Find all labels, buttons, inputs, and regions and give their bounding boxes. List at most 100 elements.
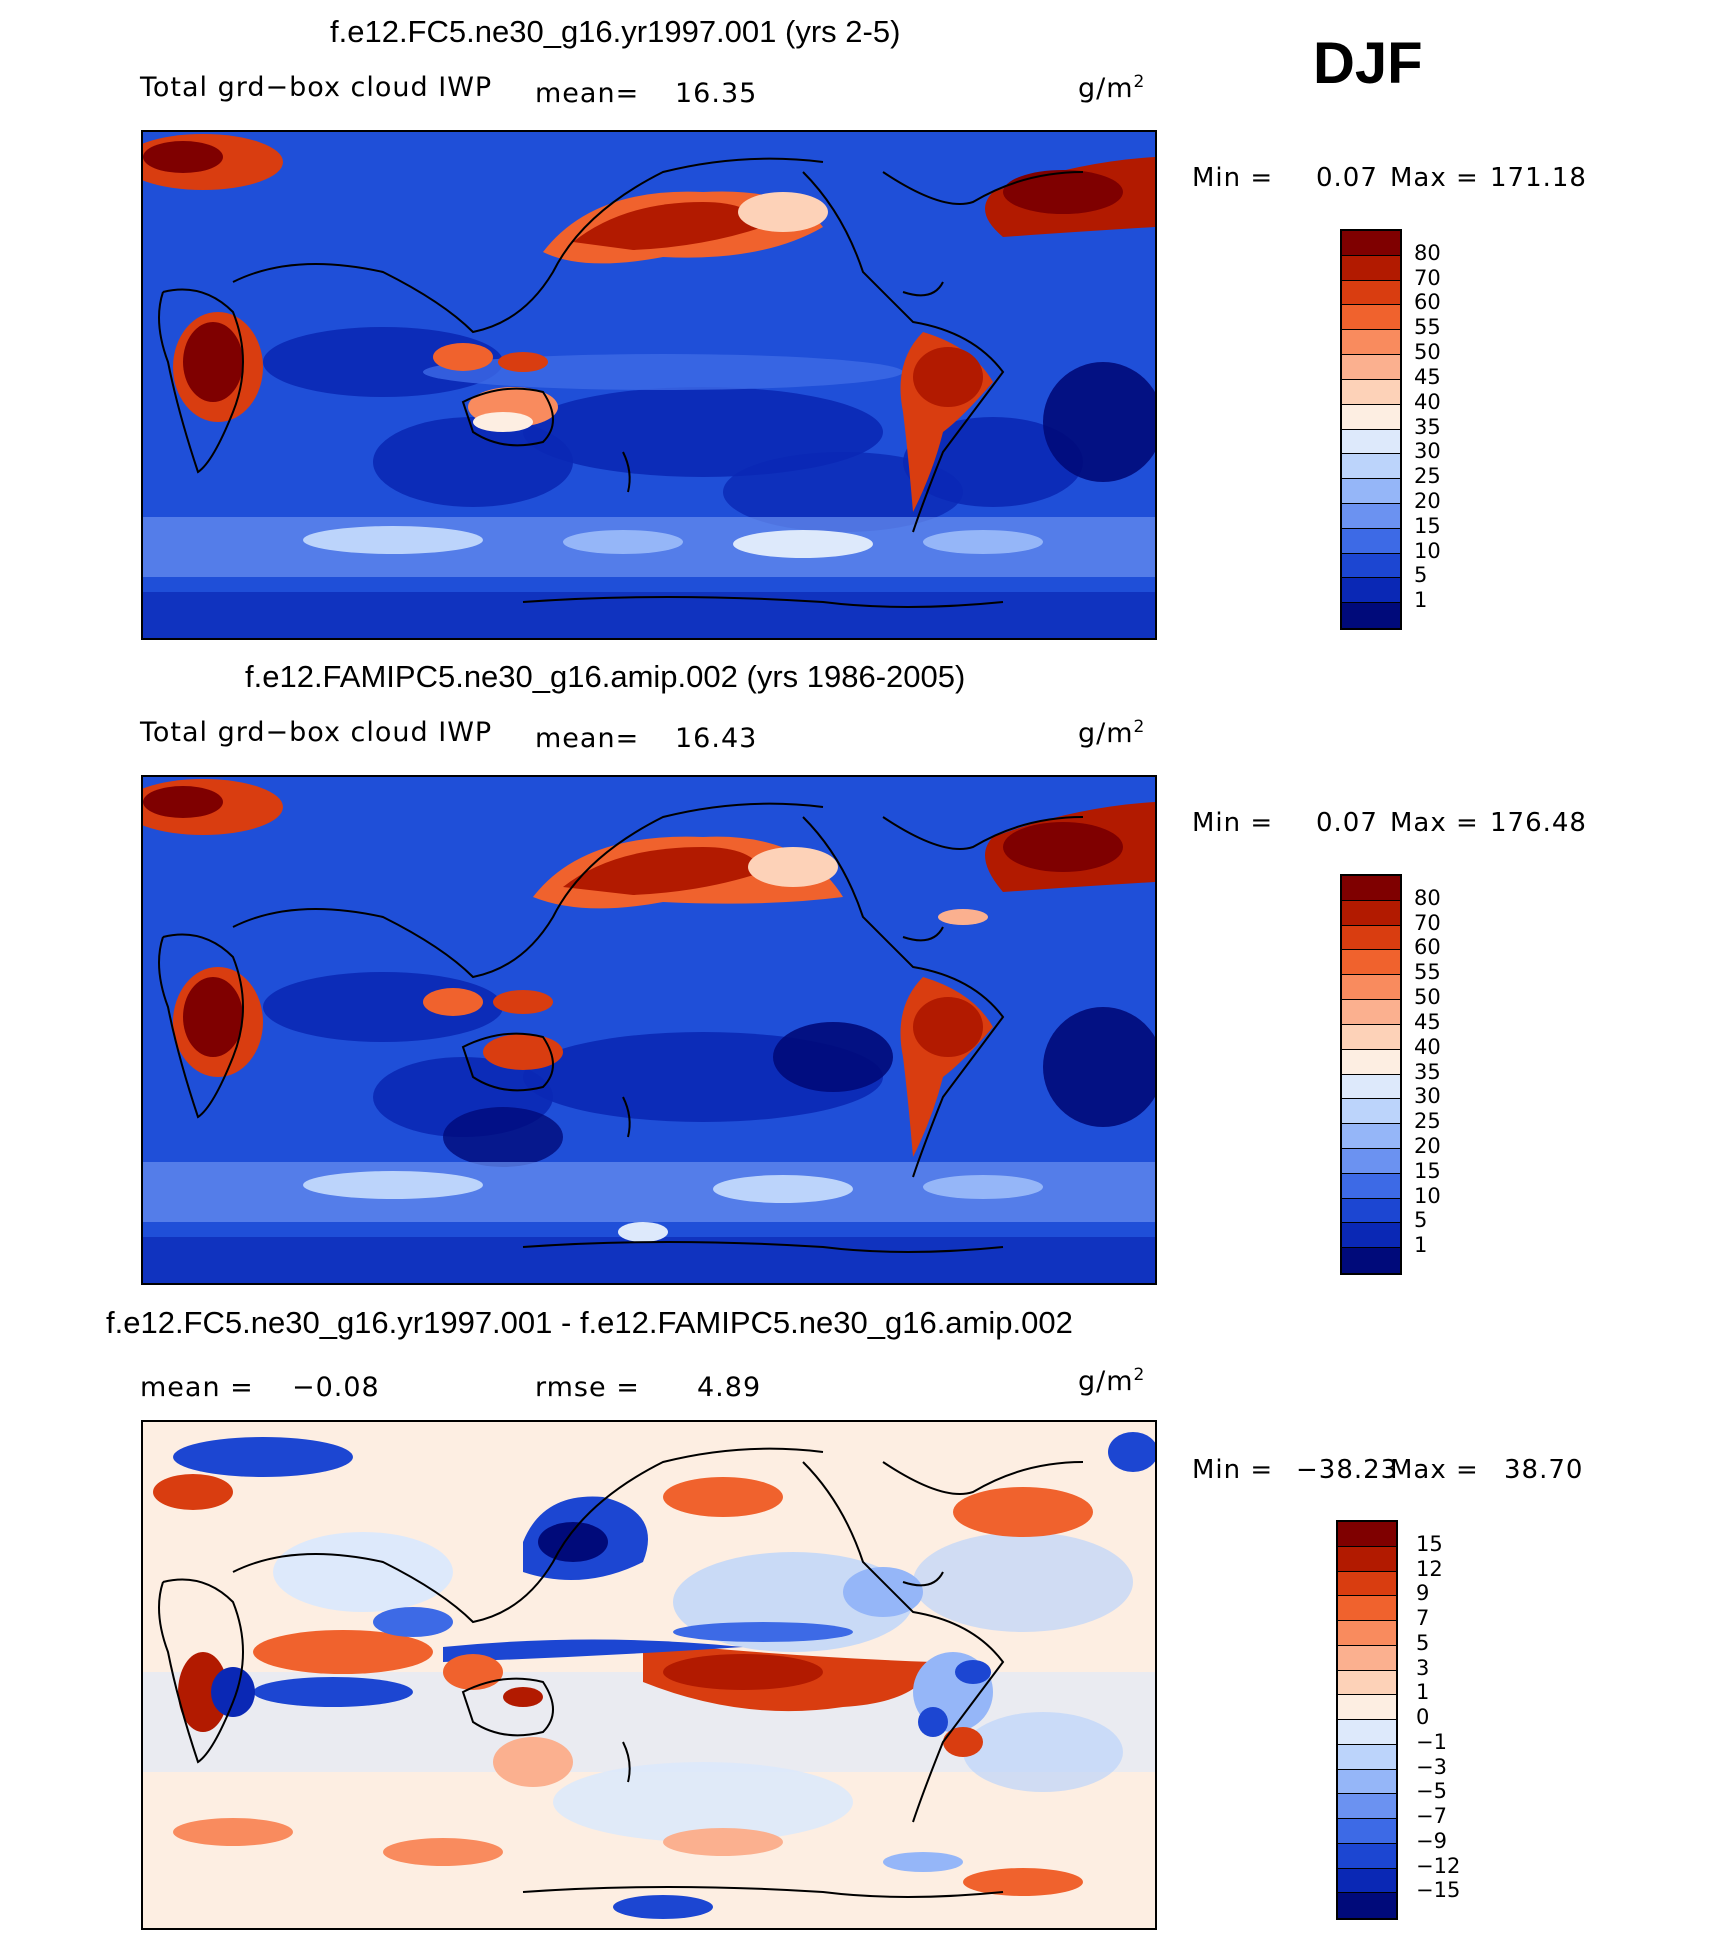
panel3-colorbar xyxy=(1336,1520,1398,1920)
panel2-variable: Total grd−box cloud IWP xyxy=(140,717,493,748)
colorbar-tick-label: 50 xyxy=(1414,340,1441,365)
colorbar-swatch xyxy=(1342,975,1400,1001)
panel1-min-value: 0.07 xyxy=(1316,163,1378,193)
colorbar-tick-label: −15 xyxy=(1416,1878,1461,1903)
panel1-title: f.e12.FC5.ne30_g16.yr1997.001 (yrs 2-5) xyxy=(330,14,901,49)
colorbar-tick-label: 20 xyxy=(1414,1133,1441,1158)
colorbar-swatch xyxy=(1338,1522,1396,1547)
colorbar-tick-label: 0 xyxy=(1416,1705,1430,1729)
panel3-mean-value: −0.08 xyxy=(292,1372,380,1403)
colorbar-swatch xyxy=(1338,1868,1396,1894)
colorbar-swatch xyxy=(1342,231,1400,256)
panel3-min-value: −38.23 xyxy=(1296,1455,1399,1485)
colorbar-swatch xyxy=(1338,1794,1396,1819)
colorbar-swatch xyxy=(1342,280,1400,306)
colorbar-tick-label: 5 xyxy=(1414,1208,1428,1233)
panel3-min-label: Min = xyxy=(1192,1455,1274,1485)
panel2-units: g/m2 xyxy=(1078,717,1146,749)
colorbar-swatch xyxy=(1342,379,1400,405)
panel1-min-label: Min = xyxy=(1192,163,1274,193)
colorbar-swatch xyxy=(1342,305,1400,331)
panel1-variable: Total grd−box cloud IWP xyxy=(140,72,493,103)
colorbar-tick-label: 45 xyxy=(1414,1009,1441,1034)
colorbar-tick-label: 5 xyxy=(1416,1630,1430,1655)
colorbar-tick-label: 1 xyxy=(1414,588,1428,613)
panel3-units: g/m2 xyxy=(1078,1365,1146,1397)
colorbar-tick-label: 1 xyxy=(1414,1233,1428,1258)
colorbar-tick-label: 30 xyxy=(1414,439,1441,464)
panel2-colorbar xyxy=(1340,874,1402,1275)
colorbar-swatch xyxy=(1338,1744,1396,1770)
panel3-title: f.e12.FC5.ne30_g16.yr1997.001 - f.e12.FA… xyxy=(106,1305,1073,1340)
colorbar-tick-label: 50 xyxy=(1414,985,1441,1010)
colorbar-swatch xyxy=(1342,950,1400,976)
colorbar-swatch xyxy=(1342,553,1400,579)
season-label: DJF xyxy=(1313,31,1423,96)
colorbar-swatch xyxy=(1338,1720,1396,1745)
colorbar-swatch xyxy=(1338,1621,1396,1646)
colorbar-tick-label: 80 xyxy=(1414,240,1441,265)
colorbar-tick-label: 15 xyxy=(1414,1158,1441,1183)
colorbar-swatch xyxy=(1342,404,1400,430)
colorbar-swatch xyxy=(1342,255,1400,281)
panel3-rmse-value: 4.89 xyxy=(697,1372,762,1403)
panel3-map-field xyxy=(143,1422,1155,1928)
colorbar-swatch xyxy=(1342,503,1400,529)
colorbar-swatch xyxy=(1338,1596,1396,1621)
colorbar-swatch xyxy=(1342,1198,1400,1224)
panel2-title: f.e12.FAMIPC5.ne30_g16.amip.002 (yrs 198… xyxy=(245,659,966,694)
colorbar-swatch xyxy=(1342,1223,1400,1249)
colorbar-swatch xyxy=(1342,925,1400,951)
colorbar-swatch xyxy=(1342,1124,1400,1149)
colorbar-swatch xyxy=(1342,578,1400,604)
colorbar-swatch xyxy=(1342,1248,1400,1273)
colorbar-tick-label: 55 xyxy=(1414,960,1441,985)
panel2-map xyxy=(141,775,1157,1285)
colorbar-swatch xyxy=(1338,1670,1396,1696)
colorbar-tick-label: −3 xyxy=(1416,1754,1447,1779)
colorbar-swatch xyxy=(1342,528,1400,554)
colorbar-swatch xyxy=(1338,1571,1396,1597)
colorbar-tick-label: 25 xyxy=(1414,464,1441,489)
panel1-max-value: 171.18 xyxy=(1490,163,1587,193)
colorbar-swatch xyxy=(1338,1546,1396,1572)
colorbar-tick-label: 20 xyxy=(1414,488,1441,513)
colorbar-tick-label: 40 xyxy=(1414,1034,1441,1059)
colorbar-tick-label: 70 xyxy=(1414,910,1441,935)
colorbar-tick-label: 80 xyxy=(1414,885,1441,910)
colorbar-swatch xyxy=(1342,1000,1400,1025)
colorbar-swatch xyxy=(1338,1843,1396,1869)
colorbar-tick-label: −12 xyxy=(1416,1853,1461,1878)
colorbar-swatch xyxy=(1342,429,1400,455)
panel2-max-value: 176.48 xyxy=(1490,808,1587,838)
panel2-mean-label: mean= xyxy=(535,723,640,754)
panel3-max-label: Max = xyxy=(1390,1455,1479,1485)
colorbar-swatch xyxy=(1342,603,1400,628)
colorbar-tick-label: 35 xyxy=(1414,414,1441,439)
panel1-mean-label: mean= xyxy=(535,78,640,109)
panel2-min-label: Min = xyxy=(1192,808,1274,838)
colorbar-tick-label: −5 xyxy=(1416,1779,1447,1804)
colorbar-swatch xyxy=(1342,1024,1400,1050)
colorbar-swatch xyxy=(1342,1148,1400,1174)
colorbar-tick-label: 10 xyxy=(1414,538,1441,563)
panel2-min-value: 0.07 xyxy=(1316,808,1378,838)
colorbar-swatch xyxy=(1342,454,1400,480)
colorbar-swatch xyxy=(1342,876,1400,901)
panel3-rmse-label: rmse = xyxy=(535,1372,640,1403)
panel3-map xyxy=(141,1420,1157,1930)
panel1-map xyxy=(141,130,1157,640)
colorbar-tick-label: −1 xyxy=(1416,1729,1447,1754)
panel3-mean-label: mean = xyxy=(140,1372,254,1403)
colorbar-tick-label: 35 xyxy=(1414,1059,1441,1084)
colorbar-tick-label: −9 xyxy=(1416,1828,1447,1853)
colorbar-tick-label: 30 xyxy=(1414,1084,1441,1109)
colorbar-tick-label: 12 xyxy=(1416,1556,1443,1581)
colorbar-tick-label: 15 xyxy=(1414,513,1441,538)
colorbar-swatch xyxy=(1338,1695,1396,1720)
panel1-units: g/m2 xyxy=(1078,72,1146,104)
panel2-max-label: Max = xyxy=(1390,808,1479,838)
panel2-map-field xyxy=(143,777,1155,1283)
panel1-mean-value: 16.35 xyxy=(675,78,758,109)
colorbar-tick-label: 45 xyxy=(1414,364,1441,389)
